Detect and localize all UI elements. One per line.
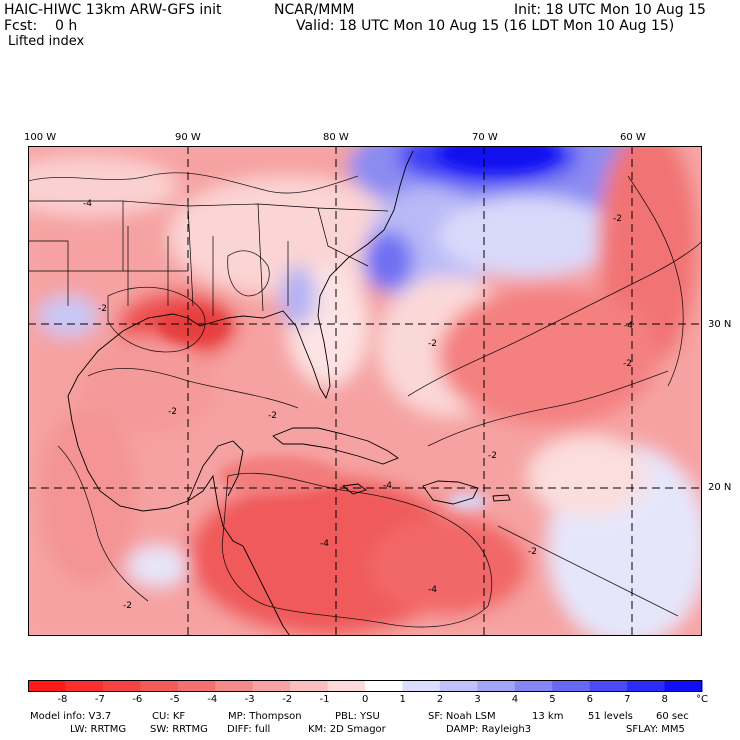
lon-label-60w: 60 W bbox=[620, 132, 646, 143]
contour-label: -2 bbox=[623, 359, 632, 369]
model-info-item: MP: Thompson bbox=[228, 711, 302, 722]
puerto-rico-outline bbox=[492, 494, 511, 502]
colorbar-tick-label: -5 bbox=[169, 694, 180, 705]
model-info-item: KM: 2D Smagor bbox=[308, 724, 386, 735]
colorbar-swatch bbox=[514, 680, 553, 692]
lifted-index-map: -2 -2 -2 -2 -2 -2 -2 -2 -2 -4 -4 -4 -4 -… bbox=[28, 146, 702, 636]
colorbar-tick-label: -6 bbox=[132, 694, 143, 705]
colorbar-tick-label: -7 bbox=[94, 694, 105, 705]
colorbar-swatch bbox=[28, 680, 66, 692]
lon-label-100w: 100 W bbox=[24, 132, 57, 143]
colorbar-swatch bbox=[365, 680, 403, 692]
contour-line bbox=[107, 286, 206, 353]
colorbar-tick-label: -2 bbox=[282, 694, 293, 705]
colorbar-swatch bbox=[439, 680, 478, 692]
yucatan-coastline bbox=[187, 440, 244, 502]
colorbar-tick-label: 0 bbox=[362, 694, 369, 705]
forecast-hour: Fcst: 0 h bbox=[4, 18, 78, 34]
contour-label: -2 bbox=[123, 601, 132, 611]
contour-line bbox=[28, 172, 359, 194]
central-america-coastline bbox=[242, 545, 291, 636]
contour-line bbox=[227, 250, 270, 297]
lat-label-20n: 20 N bbox=[708, 482, 732, 493]
map-frame bbox=[28, 146, 702, 636]
colorbar-swatch bbox=[177, 680, 216, 692]
model-info-item: LW: RRTMG bbox=[70, 724, 127, 735]
contour-label: -2 bbox=[613, 214, 622, 224]
contour-label: -4 bbox=[428, 585, 437, 595]
contour-line bbox=[407, 240, 702, 397]
hispaniola-outline bbox=[422, 480, 479, 505]
contour-label: -4 bbox=[83, 199, 92, 209]
contour-line bbox=[627, 175, 684, 387]
colorbar-swatch bbox=[140, 680, 179, 692]
colorbar-swatch bbox=[290, 680, 329, 692]
contour-line bbox=[221, 472, 492, 628]
contour-label: -2 bbox=[488, 451, 497, 461]
colorbar-tick-label: -8 bbox=[57, 694, 68, 705]
contour-label: -4 bbox=[383, 481, 392, 491]
init-time: Init: 18 UTC Mon 10 Aug 15 bbox=[514, 2, 706, 18]
colorbar-tick-label: 4 bbox=[511, 694, 519, 705]
contour-line bbox=[427, 370, 669, 447]
model-info-item: 13 km bbox=[532, 711, 564, 722]
model-info-item: CU: KF bbox=[152, 711, 186, 722]
model-info-item: SFLAY: MM5 bbox=[626, 724, 685, 735]
lon-label-90w: 90 W bbox=[175, 132, 201, 143]
colorbar-swatch bbox=[215, 680, 254, 692]
colorbar-swatch bbox=[65, 680, 104, 692]
colorbar-tick-label: -3 bbox=[244, 694, 255, 705]
colorbar-tick-label: 5 bbox=[549, 694, 556, 705]
colorbar-swatch bbox=[627, 680, 666, 692]
colorbar bbox=[28, 680, 703, 692]
colorbar-swatch bbox=[589, 680, 628, 692]
field-name: Lifted index bbox=[8, 34, 85, 49]
contour-line bbox=[57, 445, 149, 602]
colorbar-tick-label: -1 bbox=[319, 694, 330, 705]
model-info-item: DIFF: full bbox=[227, 724, 271, 735]
colorbar-swatch bbox=[102, 680, 141, 692]
org-label: NCAR/MMM bbox=[274, 2, 355, 18]
colorbar-tick-label: -4 bbox=[207, 694, 218, 705]
colorbar-tick-label: 3 bbox=[474, 694, 481, 705]
contour-line bbox=[497, 525, 679, 617]
us-gulf-coastline bbox=[67, 150, 414, 400]
contour-label: -4 bbox=[624, 321, 633, 331]
model-info-item: Model info: V3.7 bbox=[30, 711, 112, 722]
valid-time: Valid: 18 UTC Mon 10 Aug 15 (16 LDT Mon … bbox=[296, 18, 675, 34]
contour-label: -2 bbox=[428, 339, 437, 349]
model-info-item: 60 sec bbox=[656, 711, 689, 722]
colorbar-swatch bbox=[664, 680, 703, 692]
colorbar-swatch bbox=[252, 680, 291, 692]
colorbar-swatch bbox=[402, 680, 441, 692]
contour-label: -2 bbox=[98, 304, 107, 314]
colorbar-tick-label: 6 bbox=[586, 694, 594, 705]
colorbar-tick-label: 8 bbox=[661, 694, 668, 705]
colorbar-swatch bbox=[327, 680, 366, 692]
colorbar-swatch bbox=[552, 680, 591, 692]
lon-label-80w: 80 W bbox=[323, 132, 349, 143]
colorbar-tick-label: 7 bbox=[624, 694, 631, 705]
colorbar-frame bbox=[28, 680, 702, 692]
colorbar-tick-label: 1 bbox=[399, 694, 406, 705]
model-info-item: SF: Noah LSM bbox=[428, 711, 496, 722]
cuba-outline bbox=[272, 427, 399, 465]
contour-label: -2 bbox=[168, 407, 177, 417]
lon-label-70w: 70 W bbox=[472, 132, 498, 143]
contour-label: -4 bbox=[320, 539, 329, 549]
contour-label: -2 bbox=[268, 411, 277, 421]
model-info-item: SW: RRTMG bbox=[150, 724, 208, 735]
mexico-coastline bbox=[67, 395, 244, 547]
colorbar-swatch bbox=[477, 680, 516, 692]
model-title: HAIC-HIWC 13km ARW-GFS init bbox=[4, 2, 222, 18]
model-info-item: PBL: YSU bbox=[335, 711, 380, 722]
model-info-item: 51 levels bbox=[588, 711, 633, 722]
colorbar-unit: °C bbox=[696, 694, 708, 705]
contour-label: -2 bbox=[528, 547, 537, 557]
lat-label-30n: 30 N bbox=[708, 319, 732, 330]
colorbar-tick-label: 2 bbox=[436, 694, 444, 705]
model-info-item: DAMP: Rayleigh3 bbox=[446, 724, 532, 735]
